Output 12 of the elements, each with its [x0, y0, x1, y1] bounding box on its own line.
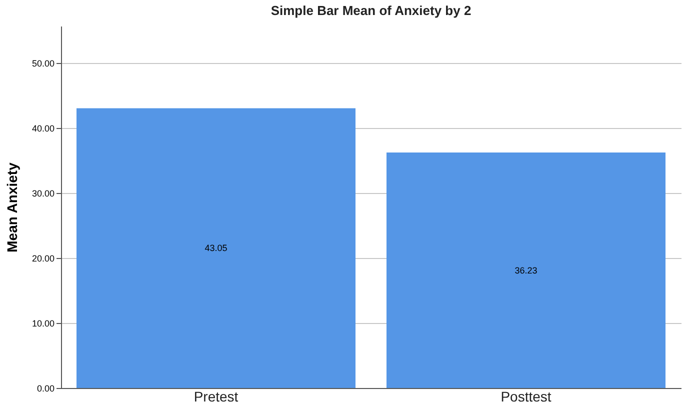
data-label: 36.23	[514, 265, 538, 276]
y-tick-label: 20.00	[32, 254, 54, 264]
y-tick-label: 30.00	[32, 188, 54, 199]
y-tick-label: 50.00	[32, 58, 54, 69]
y-tick-label: 10.00	[32, 318, 54, 329]
y-tick-label: 40.00	[32, 124, 54, 134]
x-tick-label: Posttest	[500, 388, 552, 404]
data-label: 43.05	[204, 243, 228, 254]
y-axis-title: Mean Anxiety	[4, 162, 20, 252]
y-tick-label: 0.00	[36, 384, 54, 394]
x-tick-label: Pretest	[194, 388, 238, 404]
chart-title: Simple Bar Mean of Anxiety by 2	[270, 3, 472, 18]
